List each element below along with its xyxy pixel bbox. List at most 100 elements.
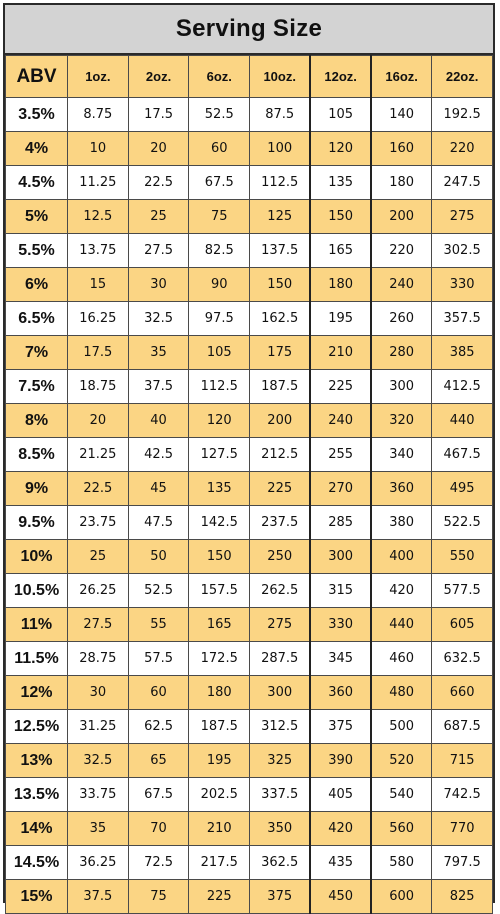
serving-value-cell: 240 <box>370 267 433 302</box>
serving-value-cell: 57.5 <box>127 641 190 676</box>
serving-value-cell: 75 <box>188 199 251 234</box>
serving-value-cell: 287.5 <box>249 641 311 676</box>
serving-value-cell: 172.5 <box>188 641 251 676</box>
table-row: 6% 15 30 90 150 180 240 330 <box>5 267 493 302</box>
serving-value-cell: 285 <box>309 505 373 540</box>
serving-value-cell: 440 <box>370 607 433 642</box>
serving-value-cell: 60 <box>188 131 251 166</box>
serving-value-cell: 550 <box>431 539 493 574</box>
table-row: 11.5% 28.75 57.5 172.5 287.5 345 460 632.5 <box>5 641 493 676</box>
serving-value-cell: 105 <box>309 97 373 132</box>
serving-value-cell: 32.5 <box>127 301 190 336</box>
serving-value-cell: 187.5 <box>249 369 311 404</box>
serving-value-cell: 55 <box>127 607 190 642</box>
abv-cell: 6.5% <box>5 301 68 336</box>
serving-value-cell: 450 <box>309 879 373 914</box>
serving-value-cell: 380 <box>370 505 433 540</box>
abv-cell: 4.5% <box>5 165 68 200</box>
abv-cell: 13.5% <box>5 777 68 812</box>
abv-cell: 13% <box>5 743 68 778</box>
table-row: 6.5% 16.25 32.5 97.5 162.5 195 260 357.5 <box>5 301 493 336</box>
table-row: 13% 32.5 65 195 325 390 520 715 <box>5 743 493 778</box>
serving-value-cell: 825 <box>431 879 493 914</box>
serving-value-cell: 315 <box>309 573 373 608</box>
serving-value-cell: 67.5 <box>188 165 251 200</box>
serving-value-cell: 112.5 <box>188 369 251 404</box>
serving-value-cell: 65 <box>127 743 190 778</box>
abv-cell: 7% <box>5 335 68 370</box>
serving-value-cell: 18.75 <box>67 369 129 404</box>
serving-value-cell: 412.5 <box>431 369 493 404</box>
serving-value-cell: 150 <box>249 267 311 302</box>
serving-value-cell: 125 <box>249 199 311 234</box>
serving-value-cell: 105 <box>188 335 251 370</box>
serving-value-cell: 21.25 <box>67 437 129 472</box>
serving-value-cell: 22.5 <box>127 165 190 200</box>
serving-size-table: ABV 1oz. 2oz. 6oz. 10oz. 12oz. 16oz. 22oz. 3.5%… <box>5 55 493 914</box>
serving-value-cell: 100 <box>249 131 311 166</box>
serving-value-cell: 300 <box>370 369 433 404</box>
abv-cell: 4% <box>5 131 68 166</box>
serving-value-cell: 25 <box>67 539 129 574</box>
serving-value-cell: 165 <box>188 607 251 642</box>
serving-value-cell: 8.75 <box>67 97 129 132</box>
table-row: 9.5% 23.75 47.5 142.5 237.5 285 380 522.5 <box>5 505 493 540</box>
serving-value-cell: 62.5 <box>127 709 190 744</box>
serving-value-cell: 577.5 <box>431 573 493 608</box>
serving-value-cell: 17.5 <box>67 335 129 370</box>
serving-value-cell: 70 <box>127 811 190 846</box>
serving-value-cell: 27.5 <box>127 233 190 268</box>
serving-value-cell: 60 <box>127 675 190 710</box>
abv-cell: 14% <box>5 811 68 846</box>
serving-value-cell: 20 <box>67 403 129 438</box>
serving-value-cell: 312.5 <box>249 709 311 744</box>
column-header: 16oz. <box>370 55 433 98</box>
serving-value-cell: 15 <box>67 267 129 302</box>
serving-value-cell: 195 <box>188 743 251 778</box>
serving-value-cell: 330 <box>309 607 373 642</box>
serving-value-cell: 192.5 <box>431 97 493 132</box>
chart-title: Serving Size <box>5 5 493 55</box>
table-row: 10% 25 50 150 250 300 400 550 <box>5 539 493 574</box>
serving-value-cell: 200 <box>249 403 311 438</box>
column-header: 2oz. <box>127 55 190 98</box>
table-row: 11% 27.5 55 165 275 330 440 605 <box>5 607 493 642</box>
serving-value-cell: 127.5 <box>188 437 251 472</box>
serving-value-cell: 467.5 <box>431 437 493 472</box>
serving-value-cell: 405 <box>309 777 373 812</box>
serving-value-cell: 600 <box>370 879 433 914</box>
serving-value-cell: 82.5 <box>188 233 251 268</box>
serving-value-cell: 200 <box>370 199 433 234</box>
table-row: 8.5% 21.25 42.5 127.5 212.5 255 340 467.5 <box>5 437 493 472</box>
table-row: 15% 37.5 75 225 375 450 600 825 <box>5 879 493 914</box>
abv-cell: 8% <box>5 403 68 438</box>
serving-value-cell: 240 <box>309 403 373 438</box>
serving-value-cell: 212.5 <box>249 437 311 472</box>
serving-value-cell: 220 <box>431 131 493 166</box>
serving-value-cell: 362.5 <box>249 845 311 880</box>
table-row: 8% 20 40 120 200 240 320 440 <box>5 403 493 438</box>
abv-cell: 9.5% <box>5 505 68 540</box>
serving-value-cell: 210 <box>188 811 251 846</box>
serving-value-cell: 165 <box>309 233 373 268</box>
serving-value-cell: 30 <box>127 267 190 302</box>
table-row: 5% 12.5 25 75 125 150 200 275 <box>5 199 493 234</box>
serving-size-chart: Serving Size ABV 1oz. 2oz. 6oz. 10oz. 12oz. 16… <box>3 3 495 914</box>
abv-cell: 10% <box>5 539 68 574</box>
serving-value-cell: 187.5 <box>188 709 251 744</box>
serving-value-cell: 500 <box>370 709 433 744</box>
serving-value-cell: 660 <box>431 675 493 710</box>
serving-value-cell: 357.5 <box>431 301 493 336</box>
serving-value-cell: 10 <box>67 131 129 166</box>
serving-value-cell: 280 <box>370 335 433 370</box>
serving-value-cell: 225 <box>309 369 373 404</box>
serving-value-cell: 23.75 <box>67 505 129 540</box>
serving-value-cell: 320 <box>370 403 433 438</box>
table-row: 14% 35 70 210 350 420 560 770 <box>5 811 493 846</box>
serving-value-cell: 560 <box>370 811 433 846</box>
abv-cell: 14.5% <box>5 845 68 880</box>
serving-value-cell: 157.5 <box>188 573 251 608</box>
serving-value-cell: 140 <box>370 97 433 132</box>
abv-cell: 5% <box>5 199 68 234</box>
serving-value-cell: 90 <box>188 267 251 302</box>
